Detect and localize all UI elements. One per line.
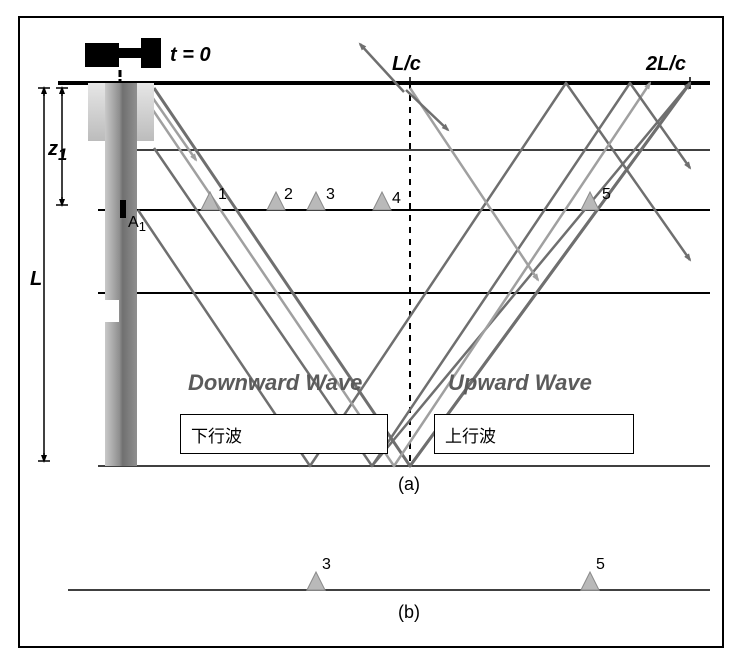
a1-sub: 1 [139, 219, 146, 234]
t0-text: t = 0 [170, 44, 211, 66]
peak-3-text: 3 [326, 186, 335, 203]
panel-b-text: (b) [398, 602, 420, 622]
peak-5-text: 5 [602, 186, 611, 203]
peak-label-5: 5 [602, 186, 611, 204]
L-text: L [30, 268, 42, 290]
peak-4-text: 4 [392, 190, 401, 207]
peak-b-3-text: 3 [322, 556, 331, 573]
label-z1: z1 [48, 138, 67, 165]
a1-text: A [128, 214, 139, 231]
peak-label-1: 1 [218, 186, 227, 204]
panel-a-label: (a) [398, 474, 420, 495]
sensor-a1-mark [120, 200, 126, 218]
peak-label-4: 4 [392, 190, 401, 208]
lc-text: L/c [392, 53, 421, 75]
peak-b-label-3: 3 [322, 556, 331, 574]
downward-wave-label: Downward Wave [188, 370, 362, 396]
peak-label-3: 3 [326, 186, 335, 204]
twolc-text: 2L/c [646, 53, 686, 75]
z1-text: z [48, 138, 58, 160]
peak-1-text: 1 [218, 186, 227, 203]
panel-b-label: (b) [398, 602, 420, 623]
pile-column [105, 83, 137, 466]
label-lc: L/c [392, 53, 421, 76]
peak-b-5-text: 5 [596, 556, 605, 573]
peak-label-2: 2 [284, 186, 293, 204]
box-downward: 下行波 [180, 414, 388, 454]
upward-wave-label: Upward Wave [448, 370, 592, 396]
hammer-neck-icon [119, 48, 141, 58]
box-upward: 上行波 [434, 414, 634, 454]
pile-notch [105, 300, 119, 322]
label-t0: t = 0 [170, 44, 211, 67]
label-2lc: 2L/c [646, 53, 686, 76]
panel-a-text: (a) [398, 474, 420, 494]
label-L: L [30, 268, 42, 291]
peak-b-label-5: 5 [596, 556, 605, 574]
hammer-head-icon [141, 38, 161, 68]
hammer-body-icon [85, 43, 119, 67]
peak-2-text: 2 [284, 186, 293, 203]
label-A1: A1 [128, 214, 146, 234]
z1-sub: 1 [58, 145, 67, 164]
